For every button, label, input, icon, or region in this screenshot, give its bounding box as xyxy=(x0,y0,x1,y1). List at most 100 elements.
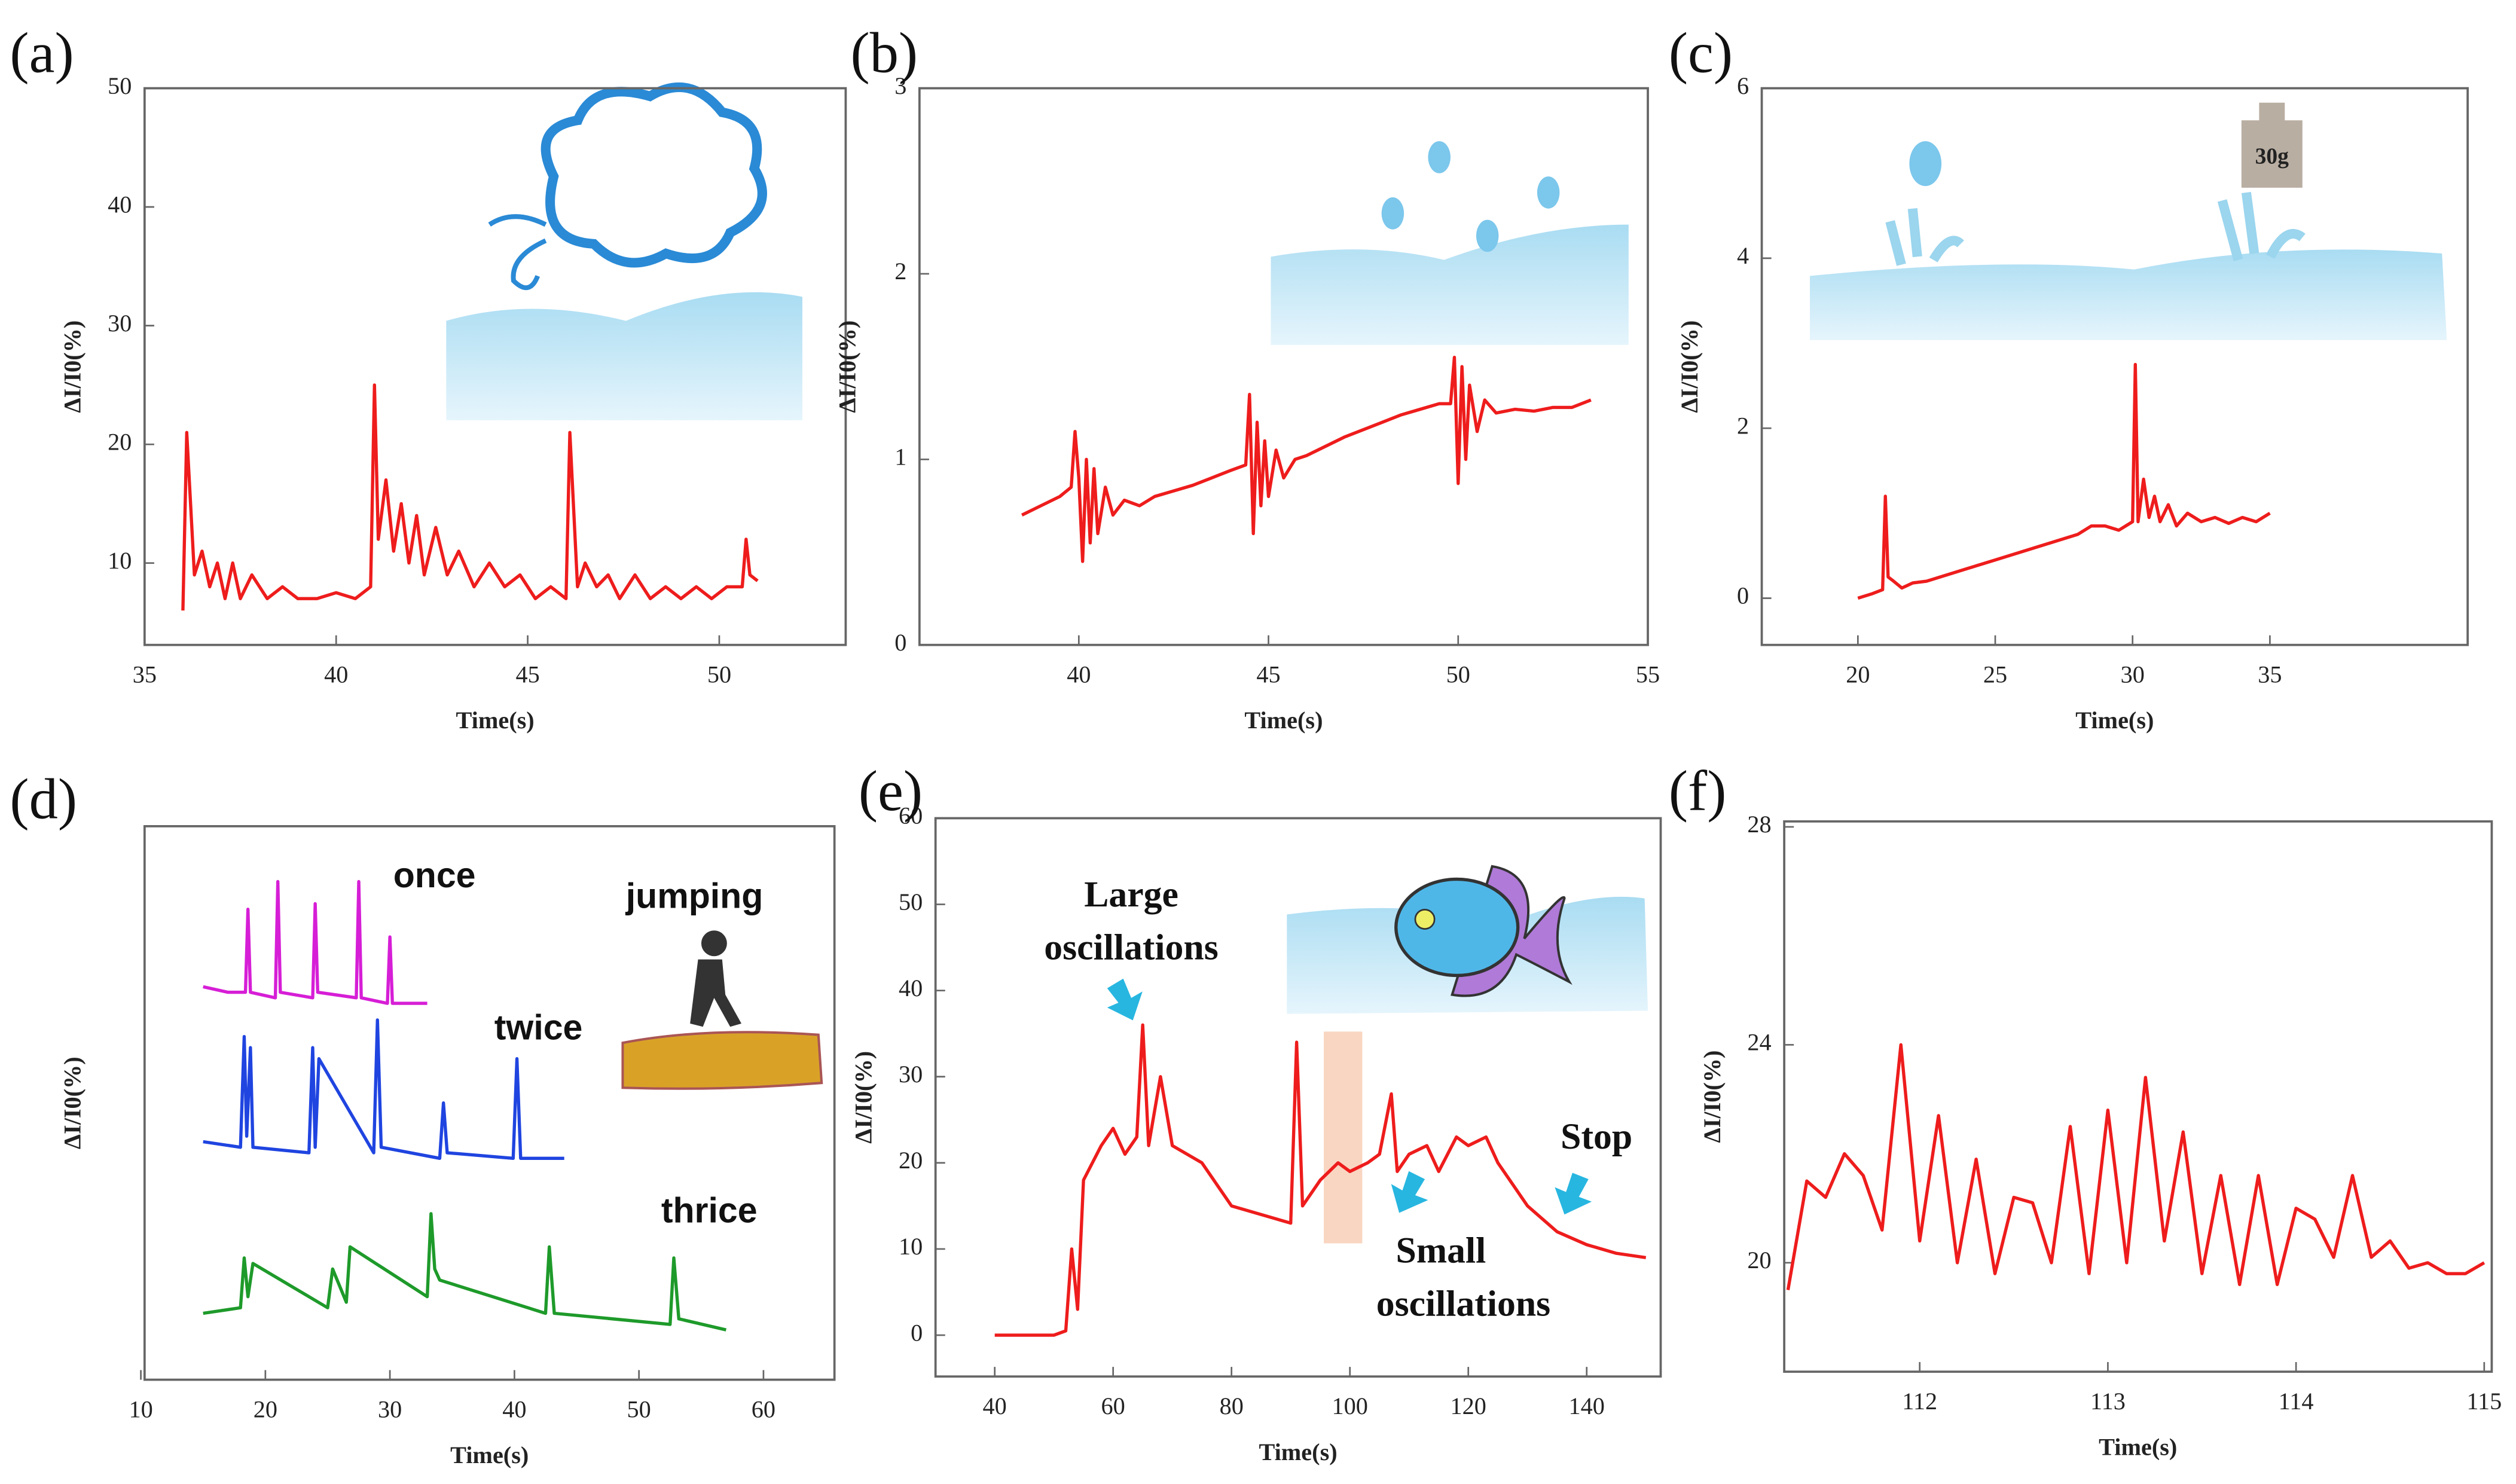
wind xyxy=(488,214,547,291)
fish xyxy=(1394,877,1520,978)
annotation: Small xyxy=(1396,1230,1486,1271)
panel-label: (f) xyxy=(1669,759,1726,823)
x-tick-label: 120 xyxy=(1451,1393,1486,1419)
x-tick-label: 10 xyxy=(129,1396,152,1422)
data-line xyxy=(1021,355,1592,563)
data-line xyxy=(203,880,428,1005)
weight-handle xyxy=(2259,102,2285,122)
x-tick-label: 50 xyxy=(627,1396,651,1422)
panel: 35 40 45 50 10 20 30 40 50 Time(s) ΔI/I0(%) (a) xyxy=(10,21,847,734)
y-tick-label: 40 xyxy=(899,975,923,1001)
x-tick-label: 35 xyxy=(133,661,157,688)
panel-label: (d) xyxy=(10,767,77,830)
data-line xyxy=(203,1212,727,1332)
y-axis-label: ΔI/I0(%) xyxy=(59,1056,86,1149)
x-tick-label: 20 xyxy=(254,1396,277,1422)
fish-eye xyxy=(1414,909,1436,930)
data-line xyxy=(1857,362,2271,600)
x-axis-label: Time(s) xyxy=(1259,1439,1338,1465)
y-tick-label: 30 xyxy=(108,310,132,337)
water xyxy=(1810,249,2447,340)
y-tick-label: 2 xyxy=(1737,412,1749,439)
water xyxy=(446,292,802,421)
x-tick-label: 114 xyxy=(2279,1388,2314,1415)
annotation: jumping xyxy=(625,877,763,916)
x-tick-label: 50 xyxy=(1446,661,1470,688)
arrows xyxy=(1107,978,1592,1215)
panel: 40 45 50 55 0 1 2 3 Time(s) ΔI/I0(%) (b) xyxy=(834,21,1660,734)
x-tick-label: 80 xyxy=(1220,1393,1244,1419)
x-tick-label: 55 xyxy=(1636,661,1660,688)
annotations: once twice thrice jumping Large oscillat… xyxy=(393,856,1632,1324)
y-tick-label: 24 xyxy=(1747,1029,1771,1056)
panel-label: (a) xyxy=(10,21,74,85)
x-axis-label: Time(s) xyxy=(1244,707,1323,734)
x-tick-label: 100 xyxy=(1332,1393,1368,1419)
annotation: oscillations xyxy=(1376,1283,1550,1324)
plot-frame xyxy=(1783,820,2493,1373)
y-axis-label: ΔI/I0(%) xyxy=(850,1051,877,1144)
plot-frame xyxy=(143,87,847,646)
splash xyxy=(2217,191,2306,261)
annotation: Stop xyxy=(1561,1116,1632,1157)
series-label: once xyxy=(393,856,476,895)
plot-frame xyxy=(918,87,1649,646)
x-tick-label: 40 xyxy=(983,1393,1007,1419)
y-tick-label: 40 xyxy=(108,191,132,218)
y-tick-label: 20 xyxy=(108,428,132,455)
jumper xyxy=(690,930,741,1027)
x-tick-label: 40 xyxy=(1067,661,1091,688)
data-line xyxy=(181,383,759,611)
plot-frame xyxy=(1760,87,2469,646)
water xyxy=(1271,224,1629,345)
x-tick-label: 45 xyxy=(1256,661,1280,688)
weight-label: 30g xyxy=(2255,145,2289,169)
y-tick-label: 28 xyxy=(1747,811,1771,838)
y-axis-label: ΔI/I0(%) xyxy=(1676,320,1703,413)
weight xyxy=(2241,120,2303,188)
y-tick-label: 0 xyxy=(1737,582,1749,609)
annotation: Large xyxy=(1084,874,1178,915)
panel: 40 60 80 100 120 140 0 10 20 30 40 50 60 Time(s) ΔI/I0… xyxy=(850,759,1662,1465)
y-axis-label: ΔI/I0(%) xyxy=(1699,1051,1726,1143)
plot-frame xyxy=(934,817,1662,1378)
x-tick-label: 20 xyxy=(1846,661,1870,688)
x-tick-label: 35 xyxy=(2258,661,2282,688)
panel: 20 25 30 35 0 2 4 6 Time(s) ΔI/I0(%) (c) xyxy=(1669,21,2469,734)
y-axis-label: ΔI/I0(%) xyxy=(59,320,86,413)
y-tick-label: 20 xyxy=(899,1147,923,1174)
y-tick-label: 20 xyxy=(1747,1247,1771,1274)
plot-frame xyxy=(143,825,836,1381)
y-tick-label: 50 xyxy=(899,888,923,915)
annotation: oscillations xyxy=(1044,927,1218,968)
x-axis-label: Time(s) xyxy=(450,1442,529,1468)
highlight xyxy=(1324,1031,1363,1244)
x-tick-label: 60 xyxy=(1101,1393,1125,1419)
y-tick-label: 2 xyxy=(894,258,906,285)
y-axis-label: ΔI/I0(%) xyxy=(834,320,861,413)
x-tick-label: 140 xyxy=(1569,1393,1605,1419)
panel-label: (c) xyxy=(1669,21,1733,85)
data-line xyxy=(994,1023,1647,1337)
y-tick-label: 1 xyxy=(894,444,906,471)
y-tick-label: 4 xyxy=(1737,242,1749,269)
y-tick-label: 0 xyxy=(894,629,906,656)
y-tick-label: 6 xyxy=(1737,72,1749,99)
y-tick-label: 3 xyxy=(894,72,906,99)
series-label: twice xyxy=(494,1008,583,1048)
x-tick-label: 115 xyxy=(2466,1388,2502,1415)
panel-label: (b) xyxy=(850,21,918,85)
y-tick-label: 30 xyxy=(899,1061,923,1088)
data-line xyxy=(203,1018,564,1160)
x-tick-label: 45 xyxy=(515,661,539,688)
x-axis-label: Time(s) xyxy=(456,707,535,734)
x-tick-label: 30 xyxy=(2121,661,2145,688)
droplets xyxy=(1381,141,1560,252)
cloud xyxy=(541,82,767,268)
illustrations: 30g xyxy=(446,82,2447,1244)
x-tick-label: 30 xyxy=(378,1396,402,1422)
series-label: thrice xyxy=(661,1191,758,1230)
x-tick-label: 50 xyxy=(707,661,731,688)
data-line xyxy=(1786,1043,2486,1290)
